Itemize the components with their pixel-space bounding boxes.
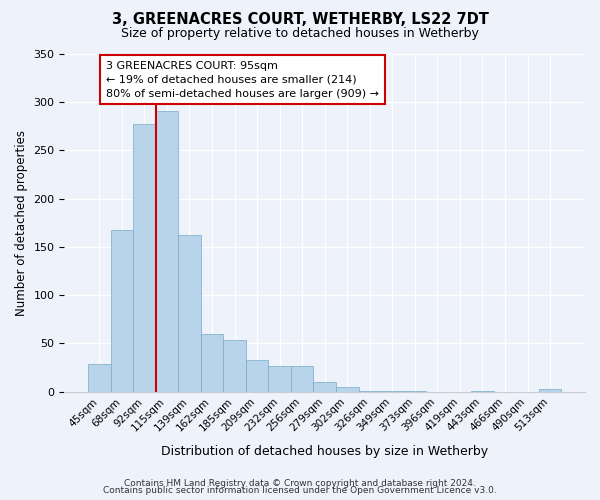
Bar [133, 124, 155, 392]
Text: 3 GREENACRES COURT: 95sqm
← 19% of detached houses are smaller (214)
80% of semi: 3 GREENACRES COURT: 95sqm ← 19% of detac… [106, 61, 379, 99]
Bar [223, 340, 246, 392]
Bar [246, 360, 268, 392]
X-axis label: Distribution of detached houses by size in Wetherby: Distribution of detached houses by size … [161, 444, 488, 458]
Bar [178, 236, 201, 392]
Bar [381, 390, 404, 392]
Bar [313, 382, 336, 392]
Text: Contains HM Land Registry data © Crown copyright and database right 2024.: Contains HM Land Registry data © Crown c… [124, 478, 476, 488]
Bar [88, 364, 110, 392]
Y-axis label: Number of detached properties: Number of detached properties [15, 130, 28, 316]
Bar [359, 390, 381, 392]
Text: 3, GREENACRES COURT, WETHERBY, LS22 7DT: 3, GREENACRES COURT, WETHERBY, LS22 7DT [112, 12, 488, 28]
Bar [336, 387, 359, 392]
Bar [155, 111, 178, 392]
Text: Contains public sector information licensed under the Open Government Licence v3: Contains public sector information licen… [103, 486, 497, 495]
Bar [471, 390, 494, 392]
Bar [539, 389, 562, 392]
Bar [404, 390, 426, 392]
Bar [291, 366, 313, 392]
Bar [201, 334, 223, 392]
Text: Size of property relative to detached houses in Wetherby: Size of property relative to detached ho… [121, 28, 479, 40]
Bar [268, 366, 291, 392]
Bar [110, 230, 133, 392]
